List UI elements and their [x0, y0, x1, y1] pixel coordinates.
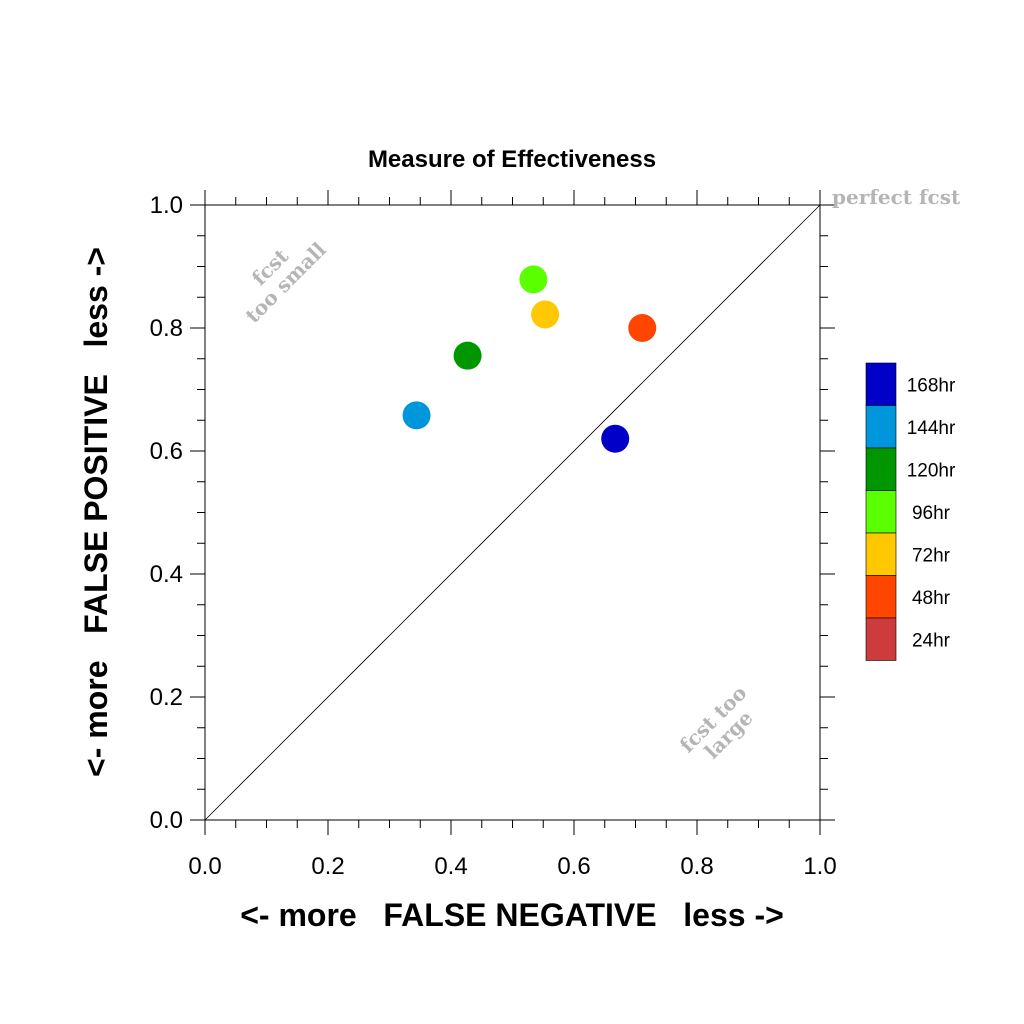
legend-label-24hr: 24hr	[912, 630, 951, 651]
y-tick-labels: 0.0 0.2 0.4 0.6 0.8 1.0	[150, 192, 183, 834]
legend-label-72hr: 72hr	[912, 545, 951, 566]
x-axis-label: <- more FALSE NEGATIVE less ->	[240, 897, 784, 933]
perfect-forecast-diagonal	[204, 204, 821, 821]
legend-swatch-96hr	[865, 490, 897, 534]
annotation-perfect-fcst: perfect fcst	[832, 185, 961, 209]
point-48hr	[628, 314, 657, 342]
x-tick-labels: 0.0 0.2 0.4 0.6 0.8 1.0	[188, 853, 836, 880]
y-tick-label: 1.0	[150, 192, 183, 219]
chart-title: Measure of Effectiveness	[368, 146, 656, 173]
data-points	[402, 265, 657, 453]
point-144hr	[402, 401, 431, 430]
x-tick-label: 0.0	[188, 853, 221, 880]
legend-swatch-120hr	[865, 447, 897, 491]
legend-swatch-72hr	[865, 532, 897, 576]
y-tick-label: 0.4	[150, 561, 183, 588]
legend-swatch-144hr	[865, 405, 897, 449]
annotation-small-line2: too small	[241, 237, 331, 327]
y-axis-label: <- more FALSE POSITIVE less ->	[78, 247, 114, 777]
legend-swatch-24hr	[865, 617, 897, 661]
legend-swatch-48hr	[865, 575, 897, 619]
y-tick-label: 0.2	[150, 684, 183, 711]
legend-label-120hr: 120hr	[907, 460, 956, 481]
point-168hr	[601, 424, 630, 453]
legend-swatch-168hr	[865, 362, 897, 406]
x-tick-label: 0.2	[311, 853, 344, 880]
y-tick-label: 0.6	[150, 438, 183, 465]
y-tick-label: 0.8	[150, 315, 183, 342]
x-tick-label: 0.8	[680, 853, 713, 880]
point-96hr	[519, 265, 548, 294]
point-72hr	[531, 300, 560, 329]
legend-label-96hr: 96hr	[912, 503, 951, 524]
annotation-fcst-too-small: fcst too small	[241, 237, 331, 327]
legend-label-168hr: 168hr	[907, 375, 956, 396]
legend-label-144hr: 144hr	[907, 418, 956, 439]
point-120hr	[453, 341, 482, 370]
x-tick-label: 0.4	[434, 853, 467, 880]
y-tick-label: 0.0	[150, 807, 183, 834]
annotation-fcst-too-large: fcst too large	[675, 681, 758, 764]
legend-label-48hr: 48hr	[912, 588, 951, 609]
x-tick-label: 1.0	[803, 853, 836, 880]
axis-ticks	[190, 190, 835, 835]
x-tick-label: 0.6	[557, 853, 590, 880]
legend: 168hr 144hr 120hr 96hr 72hr 48hr 24hr	[865, 362, 956, 661]
